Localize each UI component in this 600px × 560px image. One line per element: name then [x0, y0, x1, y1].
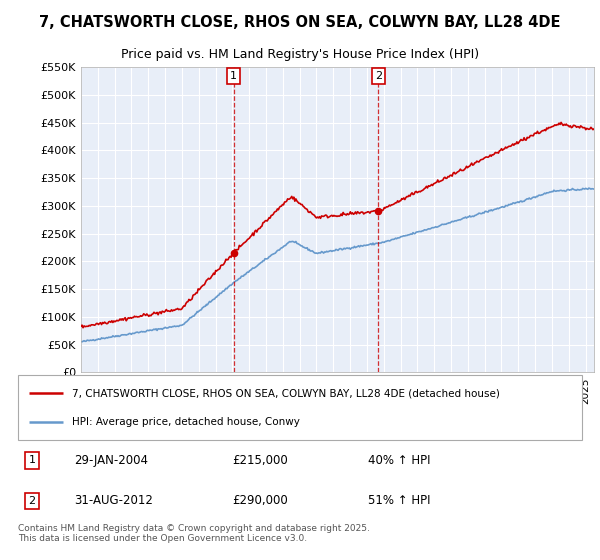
- Text: 1: 1: [230, 71, 237, 81]
- Text: Contains HM Land Registry data © Crown copyright and database right 2025.
This d: Contains HM Land Registry data © Crown c…: [18, 524, 370, 543]
- Text: £290,000: £290,000: [232, 494, 288, 507]
- Text: 7, CHATSWORTH CLOSE, RHOS ON SEA, COLWYN BAY, LL28 4DE (detached house): 7, CHATSWORTH CLOSE, RHOS ON SEA, COLWYN…: [71, 388, 499, 398]
- Text: 40% ↑ HPI: 40% ↑ HPI: [368, 454, 430, 467]
- Text: HPI: Average price, detached house, Conwy: HPI: Average price, detached house, Conw…: [71, 417, 299, 427]
- Text: £215,000: £215,000: [232, 454, 288, 467]
- Text: 31-AUG-2012: 31-AUG-2012: [74, 494, 153, 507]
- Text: 51% ↑ HPI: 51% ↑ HPI: [368, 494, 430, 507]
- Text: Price paid vs. HM Land Registry's House Price Index (HPI): Price paid vs. HM Land Registry's House …: [121, 48, 479, 62]
- Text: 7, CHATSWORTH CLOSE, RHOS ON SEA, COLWYN BAY, LL28 4DE: 7, CHATSWORTH CLOSE, RHOS ON SEA, COLWYN…: [39, 15, 561, 30]
- Text: 2: 2: [29, 496, 35, 506]
- Text: 1: 1: [29, 455, 35, 465]
- Text: 2: 2: [374, 71, 382, 81]
- Text: 29-JAN-2004: 29-JAN-2004: [74, 454, 148, 467]
